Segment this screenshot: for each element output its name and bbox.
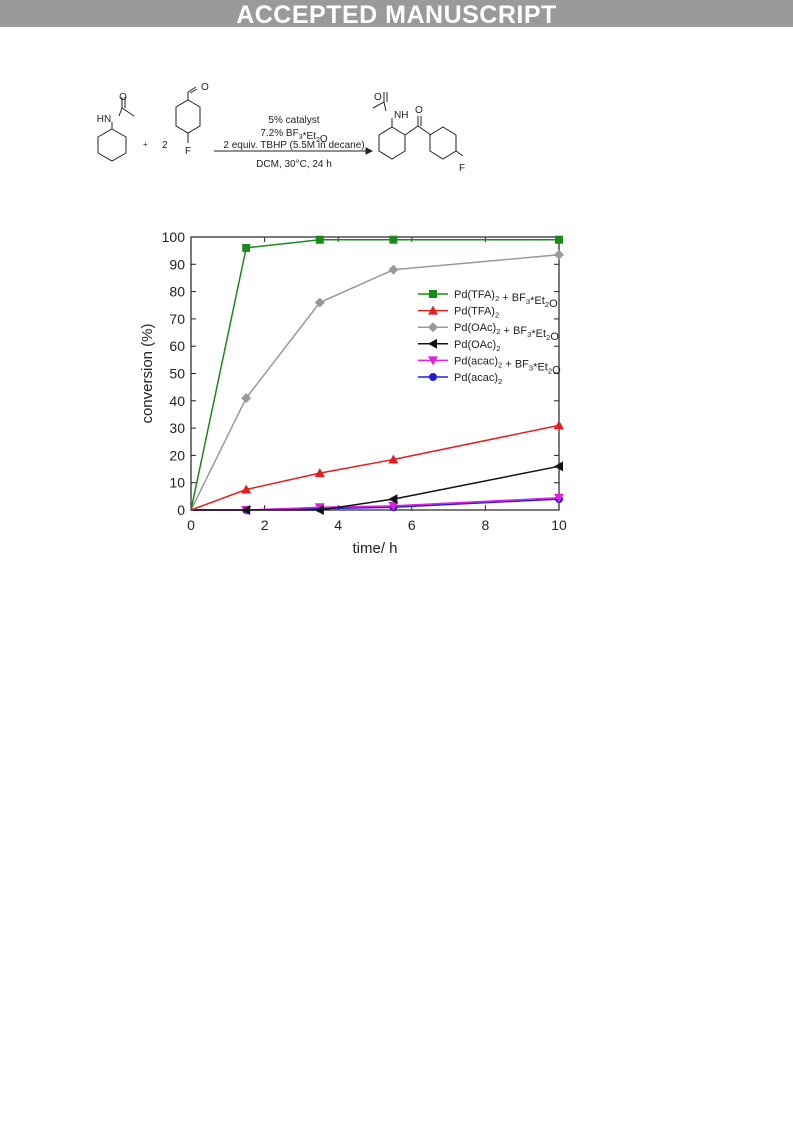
legend-label: Pd(OAc)2 (454, 339, 500, 353)
legend-marker (429, 373, 437, 381)
y-tick-label: 40 (169, 393, 185, 409)
x-tick-label: 2 (261, 517, 269, 533)
legend-label: Pd(OAc)2 + BF3*Et2O (454, 322, 559, 343)
banner-text: ACCEPTED MANUSCRIPT (236, 1, 557, 29)
y-tick-label: 50 (169, 366, 185, 382)
data-point (388, 501, 399, 511)
atom-f-2: F (459, 163, 465, 174)
x-tick-label: 6 (408, 517, 416, 533)
data-point (241, 393, 252, 404)
reagent-oxidant: 2 equiv. TBHP (5.5M in decane) (223, 140, 364, 151)
data-point (388, 454, 399, 464)
series-line (190, 238, 559, 511)
y-tick-label: 80 (169, 284, 185, 300)
reactant-coefficient: 2 (162, 140, 168, 151)
atom-hn: HN (97, 114, 111, 125)
legend-item: Pd(acac)2 (418, 372, 502, 386)
legend-marker (428, 305, 438, 315)
reagent-catalyst: 5% catalyst (268, 115, 319, 126)
data-point (554, 249, 564, 260)
legend-item: Pd(TFA)2 (418, 305, 499, 320)
atom-nh: NH (394, 110, 408, 121)
x-tick-label: 0 (187, 517, 195, 533)
atom-o-1: O (119, 92, 127, 103)
y-tick-label: 30 (169, 420, 185, 436)
data-point (389, 235, 398, 244)
acetanilide-structure (97, 97, 135, 162)
legend-label: Pd(acac)2 + BF3*Et2O (454, 355, 561, 376)
data-point (242, 243, 251, 252)
atom-o-4: O (415, 105, 423, 116)
data-point (241, 484, 252, 494)
x-tick-label: 4 (334, 517, 342, 533)
data-point (314, 297, 325, 308)
accepted-manuscript-banner: ACCEPTED MANUSCRIPT (0, 0, 793, 29)
series-line (190, 424, 560, 511)
y-tick-label: 60 (169, 338, 185, 354)
legend-label: Pd(TFA)2 + BF3*Et2O (454, 289, 558, 310)
data-point (388, 264, 399, 275)
atom-o-2: O (201, 82, 209, 93)
series-0 (190, 235, 563, 511)
legend-item: Pd(OAc)2 + BF3*Et2O (418, 322, 559, 343)
data-point (555, 235, 563, 244)
y-axis-label: conversion (%) (139, 323, 156, 423)
x-tick-label: 8 (482, 517, 490, 533)
atom-o-3: O (374, 92, 382, 103)
plus-sign: + (143, 140, 148, 149)
series-1 (190, 420, 564, 511)
data-point (388, 494, 398, 505)
data-point (315, 235, 324, 244)
chart-series (190, 235, 564, 515)
legend-marker (429, 290, 437, 298)
y-tick-label: 10 (169, 475, 185, 491)
legend-marker (428, 322, 438, 333)
legend-label: Pd(TFA)2 (454, 306, 499, 320)
data-point (554, 493, 564, 503)
data-point (554, 461, 563, 472)
x-tick-label: 10 (551, 517, 567, 533)
fluorobenzaldehyde-structure (175, 86, 201, 143)
x-axis-label: time/ h (352, 540, 397, 557)
y-tick-label: 70 (169, 311, 185, 327)
reaction-conditions: DCM, 30°C, 24 h (256, 159, 332, 170)
series-3 (191, 461, 563, 515)
data-point (241, 505, 251, 515)
y-tick-label: 0 (177, 502, 185, 518)
y-tick-label: 100 (162, 229, 186, 245)
legend-item: Pd(acac)2 + BF3*Et2O (418, 355, 561, 376)
series-2 (190, 249, 564, 511)
legend-marker (428, 356, 438, 366)
product-structure (372, 92, 464, 160)
legend-item: Pd(OAc)2 (418, 338, 500, 353)
legend-marker (428, 338, 437, 349)
legend-item: Pd(TFA)2 + BF3*Et2O (418, 289, 558, 310)
reagent-lewis-acid: 7.2% BF3*Et2O (260, 128, 328, 145)
legend-label: Pd(acac)2 (454, 372, 502, 386)
atom-f-1: F (185, 146, 191, 157)
data-point (314, 468, 325, 478)
reaction-scheme: O HN + 2 O F 5% catalyst 7.2% BF3*Et2O 2… (97, 82, 465, 174)
data-point (554, 420, 564, 430)
data-point (314, 505, 324, 515)
y-tick-label: 90 (169, 256, 185, 272)
y-tick-label: 20 (169, 447, 185, 463)
